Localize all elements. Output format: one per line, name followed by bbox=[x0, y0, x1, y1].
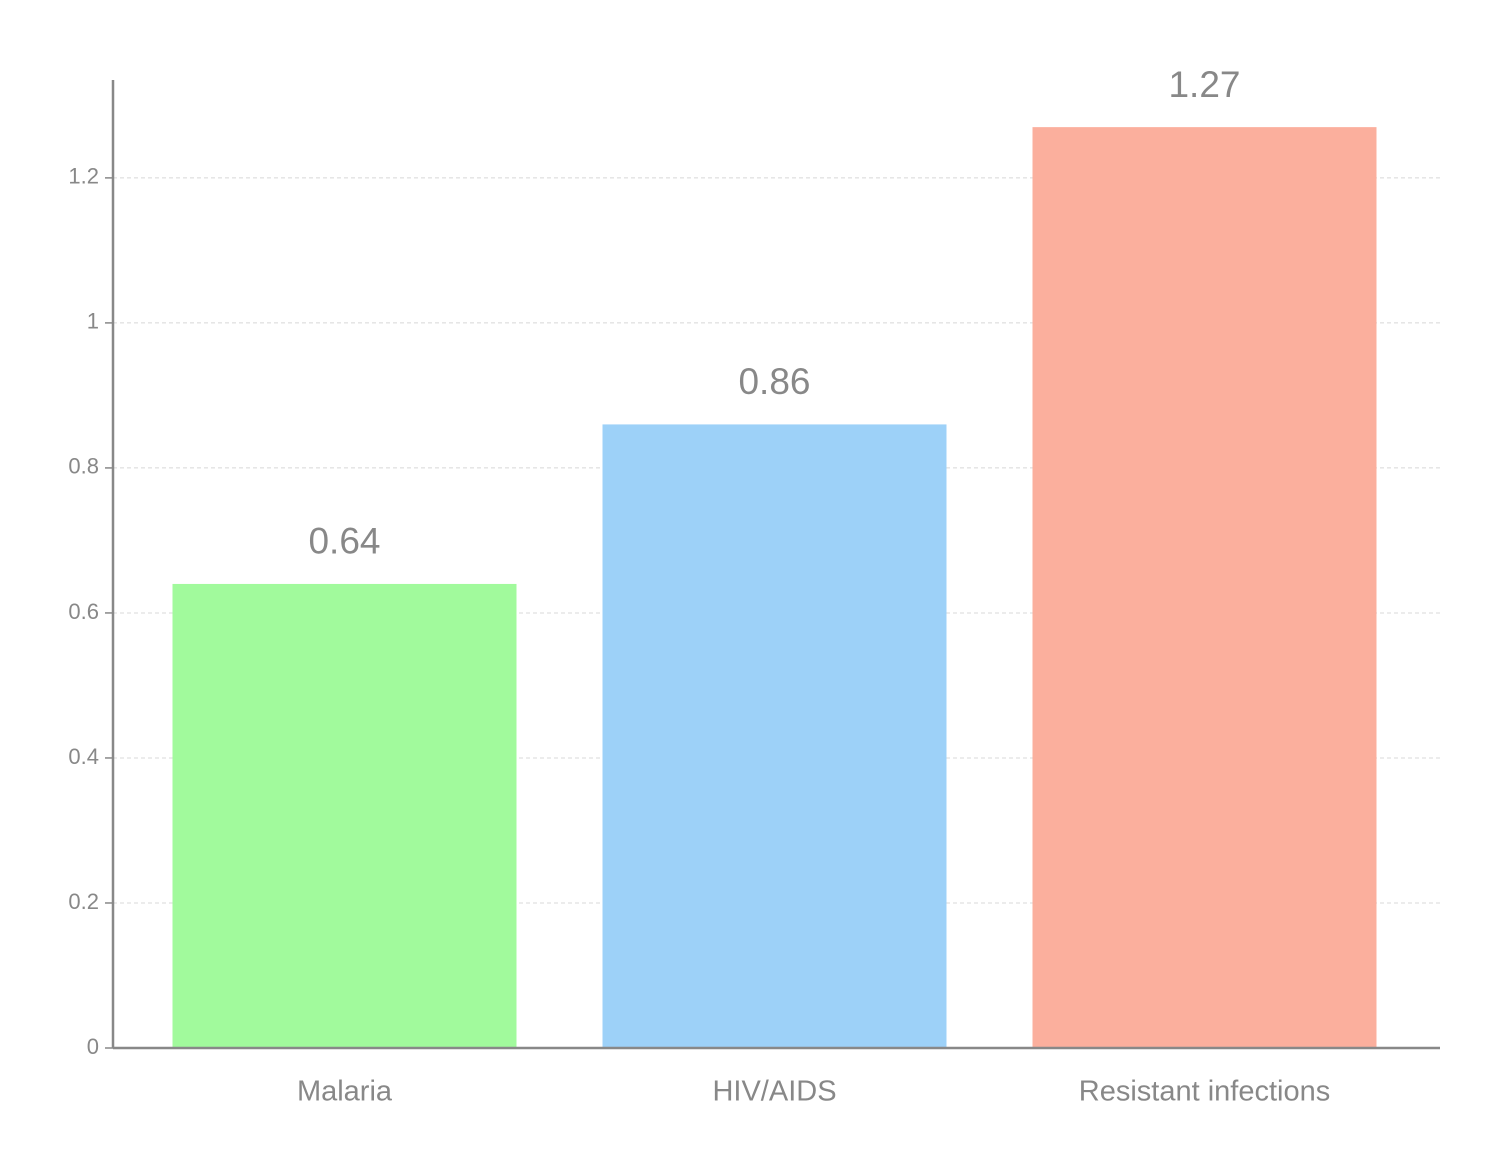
y-tick-label: 0 bbox=[87, 1034, 99, 1059]
y-tick-label: 0.4 bbox=[68, 744, 99, 769]
y-tick-label: 1.2 bbox=[68, 164, 99, 189]
value-label: 1.27 bbox=[1168, 64, 1240, 105]
y-tick-label: 0.8 bbox=[68, 454, 99, 479]
x-tick-label: Resistant infections bbox=[1079, 1076, 1330, 1108]
x-tick-label: Malaria bbox=[297, 1076, 393, 1108]
y-tick-label: 1 bbox=[87, 309, 99, 334]
x-tick-label: HIV/AIDS bbox=[712, 1076, 836, 1108]
bar bbox=[172, 583, 517, 1048]
value-label: 0.86 bbox=[738, 361, 810, 402]
bar bbox=[1032, 127, 1377, 1048]
y-tick-label: 0.2 bbox=[68, 889, 99, 914]
bar bbox=[602, 424, 947, 1049]
value-label: 0.64 bbox=[308, 521, 380, 562]
y-tick-label: 0.6 bbox=[68, 599, 99, 624]
